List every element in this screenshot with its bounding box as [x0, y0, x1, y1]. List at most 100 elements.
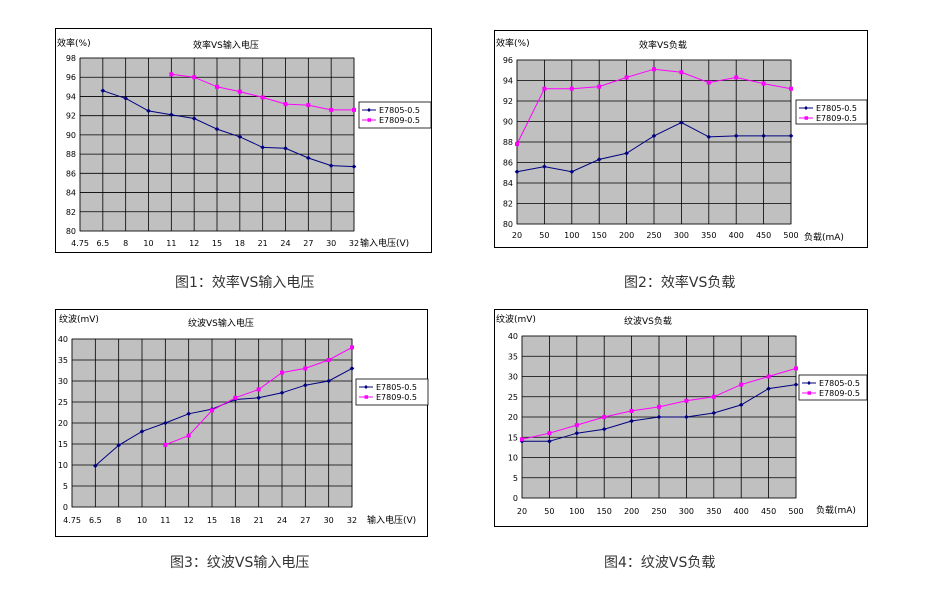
data-point [329, 107, 334, 112]
x-tick-label: 350 [701, 231, 716, 240]
data-point [542, 164, 547, 169]
figure-caption-4: 图4：纹波VS负载 [604, 555, 716, 571]
legend-box [798, 374, 868, 401]
x-tick-label: 400 [729, 231, 744, 240]
y-tick-label: 35 [58, 356, 68, 365]
data-point [596, 157, 602, 162]
data-point [210, 408, 214, 413]
data-point [163, 442, 168, 447]
data-point [547, 439, 552, 444]
y-tick-label: 86 [66, 169, 76, 178]
x-tick-label: 50 [539, 231, 549, 240]
data-point [186, 433, 191, 438]
chart-title: 效率VS负载 [639, 39, 687, 51]
legend-entry: E7809-0.5 [816, 114, 857, 123]
y-tick-label: 20 [58, 419, 68, 428]
x-axis-label: 输入电压(V) [367, 514, 416, 526]
x-tick-label: 4.75 [63, 516, 81, 525]
data-point [283, 102, 288, 107]
x-tick-label: 18 [230, 516, 240, 525]
x-tick-label: 24 [277, 516, 287, 525]
data-point [260, 145, 265, 150]
x-tick-label: 21 [254, 516, 264, 525]
data-point [711, 394, 716, 399]
data-point [657, 404, 661, 409]
x-tick-label: 11 [166, 239, 176, 248]
x-tick-label: 300 [674, 231, 689, 240]
y-tick-label: 92 [66, 112, 76, 121]
legend-marker [804, 116, 808, 120]
data-point [629, 418, 634, 424]
chart-panel-efficiency-vs-voltage: 80 82 84 86 88 90 92 94 96 98 4.75 6.5 8 10 11 12 15 18 21… [55, 28, 432, 253]
x-tick-label: 20 [517, 507, 527, 516]
data-point [237, 89, 242, 94]
legend-box [355, 378, 429, 406]
y-tick-label: 35 [508, 352, 518, 361]
x-axis-label: 负载(mA) [816, 504, 856, 516]
x-tick-label: 20 [512, 231, 522, 240]
x-tick-label: 400 [734, 507, 749, 516]
y-tick-label: 82 [66, 208, 76, 217]
data-point [349, 366, 355, 371]
data-point [306, 155, 311, 161]
y-tick-label: 92 [503, 97, 513, 106]
figure-caption-2: 图2：效率VS负载 [624, 275, 736, 291]
x-tick-label: 4.75 [71, 239, 89, 248]
x-tick-label: 150 [597, 507, 612, 516]
legend-marker [807, 381, 811, 385]
data-point [734, 75, 739, 80]
y-tick-label: 0 [63, 503, 68, 512]
chart-ripple-vs-load: 0 5 10 15 20 25 30 35 40 20 50 100 150 200 250 300 350 40… [494, 309, 868, 527]
data-point [303, 382, 308, 388]
y-tick-label: 84 [503, 179, 513, 188]
y-tick-label: 30 [508, 373, 518, 382]
x-tick-label: 24 [280, 239, 290, 248]
legend-marker [364, 395, 368, 399]
legend-marker [367, 118, 371, 122]
data-point [739, 382, 744, 387]
data-point [326, 378, 331, 384]
legend-marker [364, 385, 368, 389]
data-point [306, 103, 311, 108]
data-point [547, 431, 552, 436]
data-point [280, 370, 284, 375]
y-tick-label: 90 [503, 118, 513, 127]
y-tick-label: 94 [503, 77, 513, 86]
data-point [684, 398, 689, 403]
y-tick-label: 10 [508, 454, 518, 463]
x-tick-label: 32 [347, 516, 357, 525]
x-tick-label: 100 [564, 231, 579, 240]
data-point [761, 133, 766, 139]
y-axis-label: 纹波(mV) [496, 313, 536, 325]
legend-entry: E7805-0.5 [379, 106, 420, 115]
x-tick-label: 32 [349, 239, 359, 248]
data-point [215, 84, 219, 89]
chart-title: 纹波VS负载 [624, 315, 672, 327]
chart-panel-ripple-vs-load: 0 5 10 15 20 25 30 35 40 20 50 100 150 200 250 300 350 40… [494, 309, 868, 527]
y-tick-label: 98 [66, 54, 76, 63]
data-point [515, 142, 519, 147]
data-point [214, 126, 220, 132]
legend-entry: E7809-0.5 [376, 393, 417, 402]
x-tick-label: 30 [326, 239, 336, 248]
y-tick-label: 5 [63, 482, 68, 491]
data-point [351, 164, 357, 169]
x-tick-label: 10 [137, 516, 147, 525]
x-tick-label: 200 [619, 231, 634, 240]
data-point [519, 439, 525, 444]
data-point [706, 134, 712, 140]
chart-panel-ripple-vs-voltage: 0 5 10 15 20 25 30 35 40 4.75 6.5 8 10 11 12 15 18 21 24 27… [55, 309, 429, 537]
x-tick-label: 200 [624, 507, 639, 516]
data-point [93, 463, 98, 469]
data-point [766, 374, 771, 379]
y-tick-label: 80 [66, 227, 76, 236]
x-tick-label: 30 [324, 516, 334, 525]
chart-title: 纹波VS输入电压 [188, 317, 254, 329]
y-tick-label: 30 [58, 377, 68, 386]
x-tick-label: 15 [207, 516, 217, 525]
data-point [624, 75, 629, 80]
chart-efficiency-vs-voltage: 80 82 84 86 88 90 92 94 96 98 4.75 6.5 8 10 11 12 15 18 21… [55, 28, 432, 253]
legend-entry: E7809-0.5 [819, 389, 860, 398]
